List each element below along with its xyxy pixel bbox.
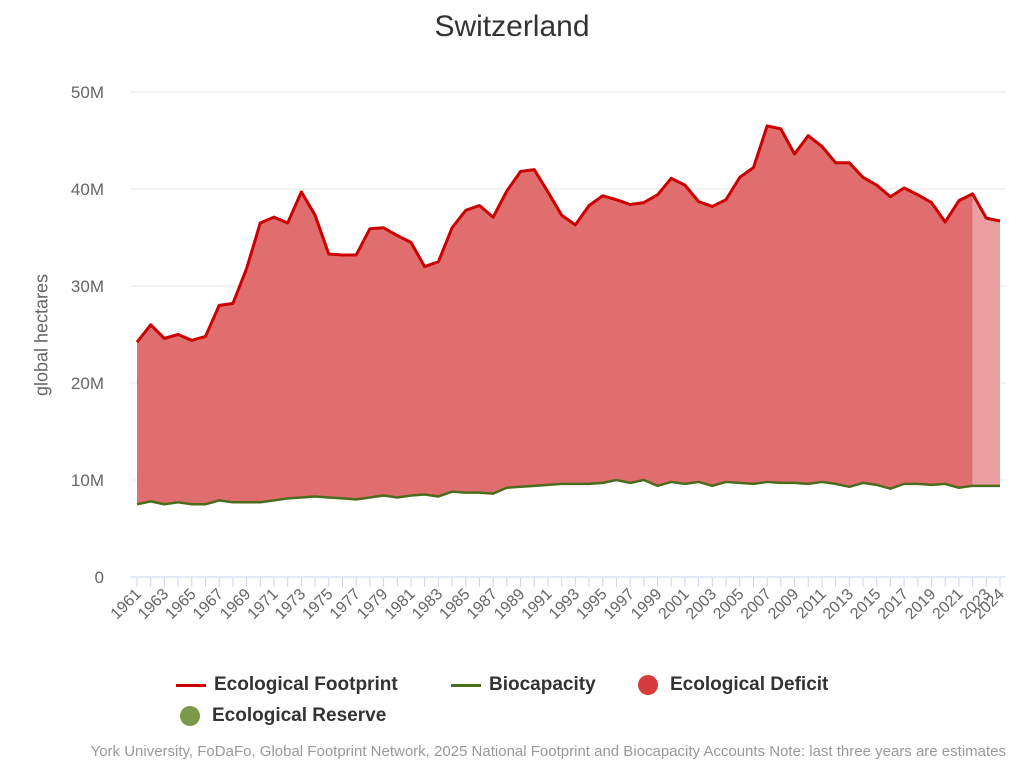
x-tick-label: 1999 [628, 586, 665, 623]
legend-dot-deficit [638, 675, 658, 695]
legend-item-ecological-deficit[interactable]: Ecological Deficit [638, 674, 828, 696]
legend-item-ecological-footprint[interactable]: Ecological Footprint [176, 674, 398, 696]
x-tick-label: 2015 [847, 586, 884, 623]
y-tick-label: 40M [71, 180, 104, 199]
x-tick-label: 2007 [738, 586, 775, 623]
x-tick-label: 1965 [162, 586, 199, 623]
y-axis-title: global hectares [31, 273, 52, 397]
x-tick-label: 2021 [930, 586, 967, 623]
x-tick-label: 1961 [108, 586, 145, 623]
x-tick-label: 1985 [436, 586, 473, 623]
x-tick-label: 1979 [354, 586, 391, 623]
x-tick-label: 1997 [601, 586, 638, 623]
y-tick-label: 10M [71, 471, 104, 490]
x-tick-label: 1989 [491, 586, 528, 623]
x-tick-label: 1991 [519, 586, 556, 623]
legend-item-biocapacity[interactable]: Biocapacity [451, 674, 596, 696]
deficit-area [137, 125, 973, 505]
x-tick-label: 1983 [409, 586, 446, 623]
x-tick-label: 1993 [546, 586, 583, 623]
x-tick-label: 1973 [272, 586, 309, 623]
legend-line-biocapacity [451, 683, 481, 687]
x-tick-label: 1969 [217, 586, 254, 623]
x-tick-label: 1963 [135, 586, 172, 623]
x-tick-label: 2013 [820, 586, 857, 623]
y-tick-label: 0 [95, 568, 104, 587]
legend-label-deficit: Ecological Deficit [670, 674, 829, 695]
x-tick-label: 1995 [573, 586, 610, 623]
legend-line-footprint [176, 683, 206, 687]
y-tick-label: 20M [71, 374, 104, 393]
x-tick-label: 2009 [765, 586, 802, 623]
legend-item-ecological-reserve[interactable]: Ecological Reserve [180, 705, 386, 727]
x-tick-label: 2001 [656, 586, 693, 623]
x-tick-label: 1981 [382, 586, 419, 623]
chart-title: Switzerland [434, 10, 590, 43]
plot-areas [137, 125, 1000, 505]
x-tick-label: 2017 [875, 586, 912, 623]
x-axis: 1961196319651967196919711973197519771979… [108, 576, 1008, 623]
legend-label-footprint: Ecological Footprint [214, 674, 398, 695]
y-axis: 0 10M 20M 30M 40M 50M [71, 83, 104, 587]
x-tick-label: 2005 [710, 586, 747, 623]
x-tick-label: 1987 [464, 586, 501, 623]
x-tick-label: 1967 [190, 586, 227, 623]
x-tick-label: 1977 [327, 586, 364, 623]
y-tick-label: 30M [71, 277, 104, 296]
legend-label-biocapacity: Biocapacity [489, 674, 596, 695]
x-tick-label: 2019 [902, 586, 939, 623]
x-tick-label: 2003 [683, 586, 720, 623]
deficit-area-estimate [972, 193, 1000, 486]
biocapacity-line [136, 478, 1000, 506]
footprint-line [135, 124, 1001, 344]
x-tick-label: 1975 [299, 586, 336, 623]
credits-text: York University, FoDaFo, Global Footprin… [90, 743, 1006, 760]
plot-lines [135, 124, 1001, 506]
legend: Ecological Footprint Biocapacity Ecologi… [0, 672, 1024, 732]
legend-label-reserve: Ecological Reserve [212, 705, 387, 726]
legend-dot-reserve [180, 706, 200, 726]
x-tick-label: 1971 [245, 586, 282, 623]
y-tick-label: 50M [71, 83, 104, 102]
